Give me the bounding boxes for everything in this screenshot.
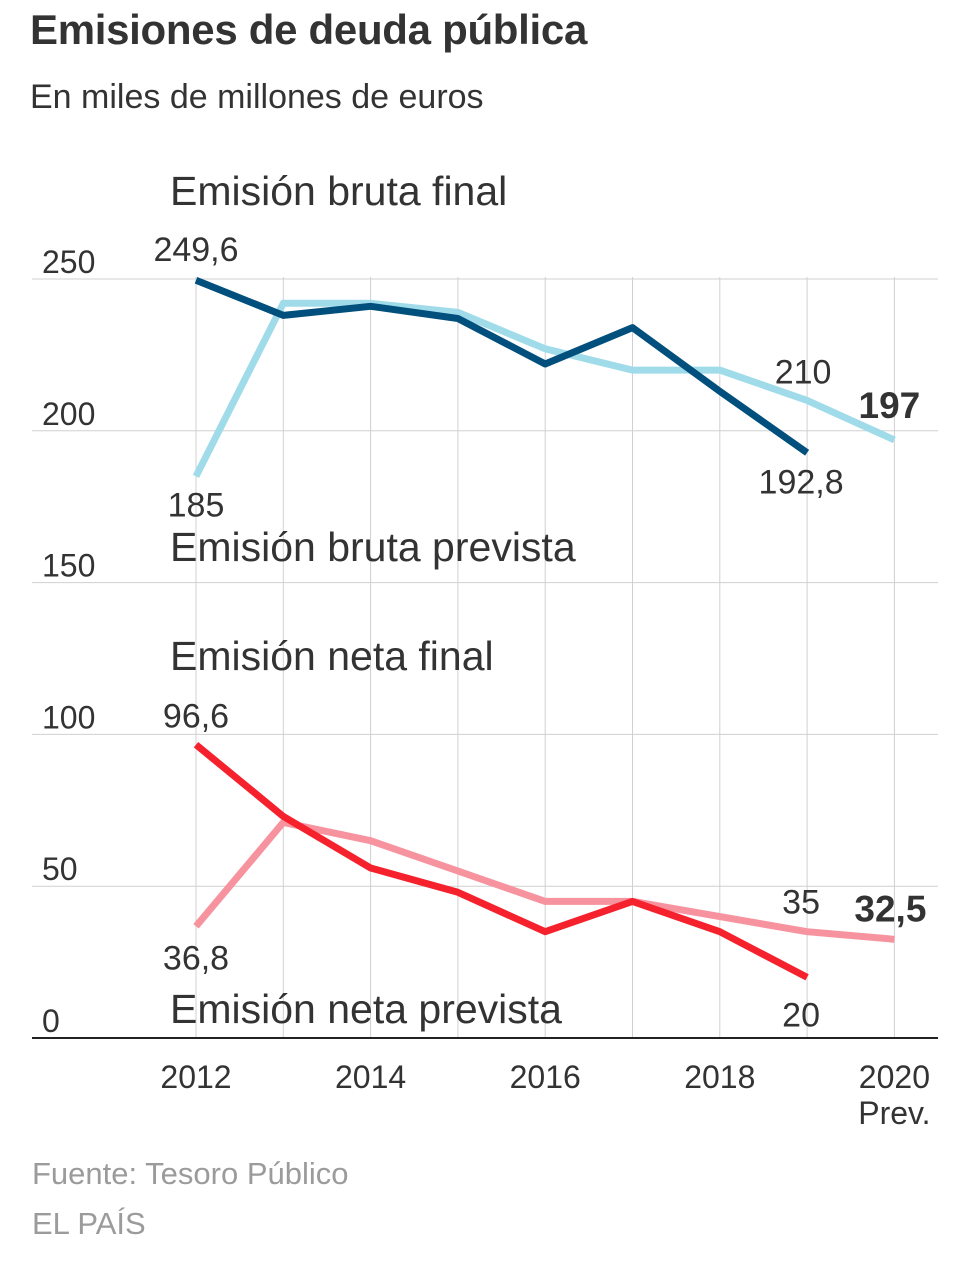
series-line-bruta-final — [194, 276, 810, 456]
y-tick-label-100: 100 — [42, 699, 95, 735]
chart-title: Emisiones de deuda pública — [30, 6, 588, 53]
x-tick-label-2016: 2016 — [510, 1059, 581, 1095]
chart-subtitle: En miles de millones de euros — [30, 78, 484, 116]
data-label-36-8: 36,8 — [163, 939, 229, 977]
data-label-20: 20 — [782, 996, 820, 1034]
data-label-32-5: 32,5 — [854, 888, 926, 929]
series-label-neta-prevista: Emisión neta prevista — [170, 986, 562, 1032]
series-label-neta-final: Emisión neta final — [170, 633, 494, 679]
data-label-192-8: 192,8 — [759, 464, 844, 502]
series-line-neta-final — [193, 741, 809, 981]
data-label-35: 35 — [782, 884, 820, 922]
data-label-185: 185 — [168, 486, 225, 524]
x-tick-label-2018: 2018 — [684, 1059, 755, 1095]
brand-label: EL PAÍS — [32, 1206, 146, 1241]
data-label-96-6: 96,6 — [163, 698, 229, 736]
series-line-neta-prevista — [193, 818, 895, 943]
x-tick-sublabel-2020: Prev. — [858, 1095, 930, 1131]
series-line-bruta-prevista — [192, 299, 896, 478]
grid-layer — [32, 277, 938, 1039]
label-layer: 0 50 100 150 200 250 2012 2014 2016 2018 2020Prev.… — [42, 168, 931, 1131]
y-tick-label-200: 200 — [42, 396, 95, 432]
series-label-bruta-final: Emisión bruta final — [170, 168, 507, 214]
source-note: Fuente: Tesoro Público — [32, 1156, 349, 1191]
series-layer — [192, 276, 896, 981]
y-tick-label-150: 150 — [42, 548, 95, 584]
y-tick-label-50: 50 — [42, 851, 78, 887]
x-tick-label-2014: 2014 — [335, 1059, 406, 1095]
data-label-210: 210 — [775, 353, 832, 391]
data-label-249-6: 249,6 — [153, 231, 238, 269]
y-tick-label-0: 0 — [42, 1003, 60, 1039]
y-tick-label-250: 250 — [42, 244, 95, 280]
line-chart: 0 50 100 150 200 250 2012 2014 2016 2018 2020Prev.… — [32, 168, 938, 1131]
series-label-bruta-prevista: Emisión bruta prevista — [170, 524, 576, 570]
x-tick-label-2012: 2012 — [160, 1059, 231, 1095]
x-tick-label-2020: 2020 — [859, 1059, 930, 1095]
data-label-197: 197 — [859, 385, 921, 426]
